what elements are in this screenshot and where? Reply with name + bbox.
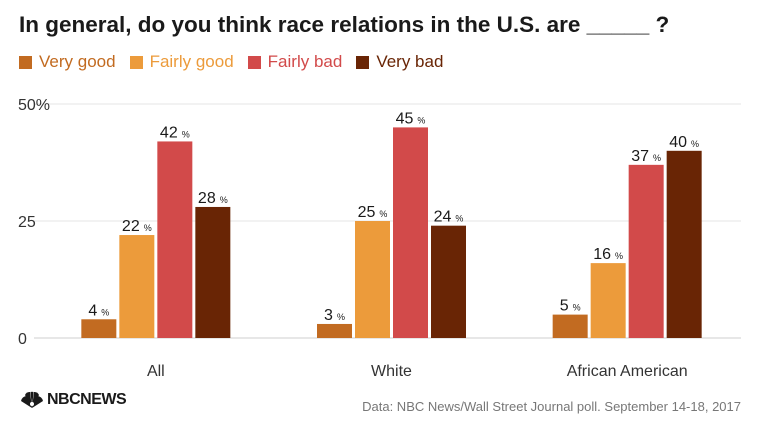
logo-text: NBCNEWS (47, 391, 127, 408)
x-tick-label: African American (567, 363, 688, 380)
bar (119, 235, 155, 338)
legend-label: Very bad (376, 52, 444, 71)
bar (195, 206, 231, 338)
x-tick-label: All (147, 363, 165, 380)
bar (628, 164, 664, 338)
data-label: 16% (593, 246, 623, 263)
legend: Very good Fairly good Fairly bad Very ba… (19, 52, 457, 72)
bar (317, 323, 352, 338)
y-tick-label: 50% (18, 97, 50, 114)
bar (590, 263, 626, 338)
x-tick-label: White (371, 363, 412, 380)
legend-swatch (19, 55, 32, 69)
data-label: 22% (122, 218, 152, 235)
chart-title: In general, do you think race relations … (19, 12, 670, 37)
bar (355, 221, 390, 338)
bar (431, 225, 466, 338)
data-label: 42% (160, 124, 190, 141)
data-label: 37% (631, 148, 661, 165)
data-label: 25% (358, 204, 388, 221)
data-label: 4% (88, 302, 109, 319)
legend-swatch (356, 55, 370, 69)
data-label: 28% (198, 190, 228, 207)
legend-label: Fairly bad (267, 52, 343, 71)
y-tick-label: 25 (18, 214, 36, 231)
data-label: 45% (396, 110, 426, 127)
peacock-icon (21, 391, 43, 408)
y-tick-label: 0 (18, 331, 27, 348)
data-label: 24% (434, 209, 464, 226)
legend-label: Fairly good (149, 52, 234, 71)
bar (157, 141, 193, 338)
bar (81, 319, 117, 338)
bar (393, 127, 428, 339)
source-note: Data: NBC News/Wall Street Journal poll.… (362, 399, 741, 414)
legend-label: Very good (39, 52, 116, 71)
legend-item-fairly-good: Fairly good (129, 52, 234, 72)
bar (666, 150, 702, 338)
data-label: 3% (324, 307, 345, 324)
data-label: 5% (560, 298, 581, 315)
nbc-news-logo: NBCNEWS (19, 391, 127, 409)
legend-swatch (129, 55, 143, 69)
legend-item-very-bad: Very bad (356, 52, 443, 72)
legend-item-fairly-bad: Fairly bad (247, 52, 343, 72)
legend-swatch (247, 55, 261, 69)
data-label: 40% (669, 134, 699, 151)
legend-item-very-good: Very good (19, 52, 116, 72)
bar (552, 314, 588, 338)
